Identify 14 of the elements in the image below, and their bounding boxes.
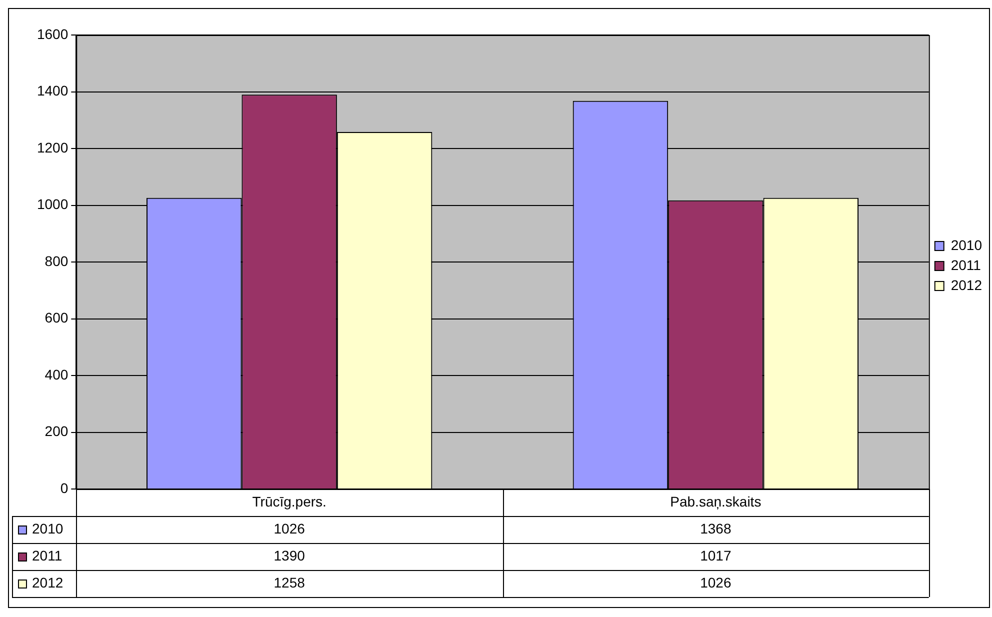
y-tick-label: 1600 xyxy=(36,26,68,42)
x-tick-label: Trūcīg.pers. xyxy=(252,493,326,510)
y-tick-label: 600 xyxy=(44,310,68,326)
y-tick-label: 800 xyxy=(44,252,68,269)
legend-label: 2011 xyxy=(950,256,982,273)
y-tick-label: 200 xyxy=(44,423,68,440)
text: 2010 xyxy=(950,236,982,253)
y-tick-label: 1200 xyxy=(36,139,68,156)
y-tick-label: 1000 xyxy=(36,196,68,212)
y-tick-label: 400 xyxy=(44,366,68,382)
y-tick-label: 1400 xyxy=(36,82,68,99)
y-tick-label: 0 xyxy=(60,480,68,496)
x-tick-label: Pab.saņ.skaits xyxy=(670,493,762,510)
legend-label: 2012 xyxy=(950,276,982,293)
